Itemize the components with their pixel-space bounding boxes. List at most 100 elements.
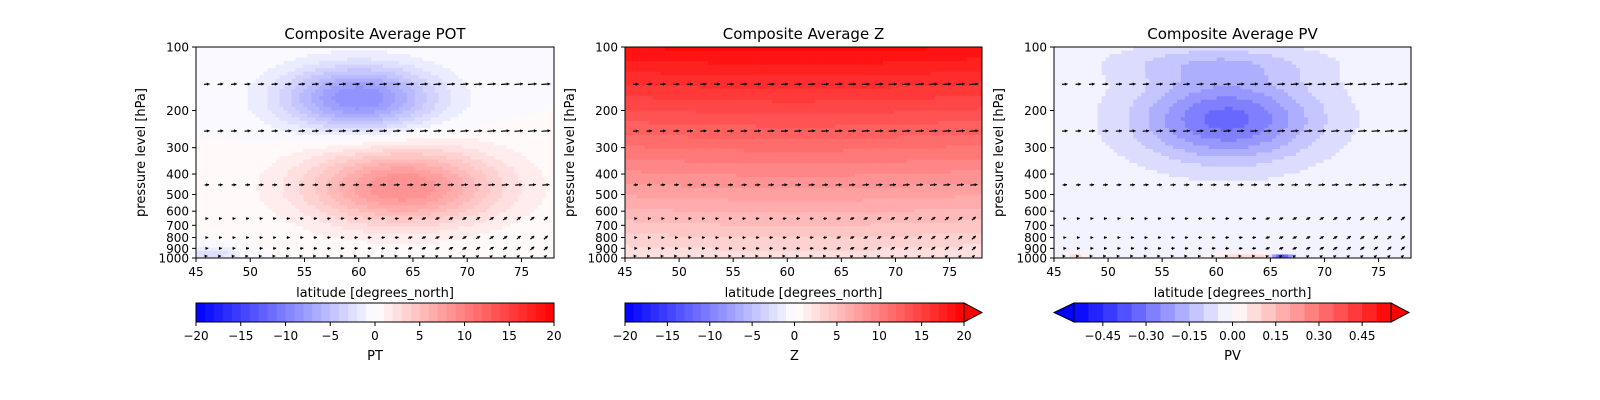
panel-1-xtick-label: 45 — [188, 265, 203, 279]
panel-1-cbar-tick-label: −15 — [228, 329, 253, 343]
panel-3-xtick-label: 70 — [1317, 265, 1332, 279]
panel-2-colorbar-label: Z — [790, 349, 799, 364]
panel-2-xtick-label: 50 — [671, 265, 686, 279]
panel-2-title: Composite Average Z — [723, 25, 884, 43]
panel-1-cbar-tick-label: −10 — [273, 329, 298, 343]
panel-1-cbar-tick-label: 10 — [457, 329, 472, 343]
panel-2-ytick-label: 400 — [595, 168, 618, 182]
panel-2-xtick-label: 70 — [888, 265, 903, 279]
panel-3-cbar-tick-label: 0.00 — [1219, 329, 1246, 343]
colorbar-extend-max — [1390, 302, 1411, 323]
panel-1-ytick-label: 200 — [166, 104, 189, 118]
panel-2-cbar-tick-label: 20 — [956, 329, 971, 343]
panel-2-cbar-tick-label: 15 — [914, 329, 929, 343]
colorbar-extend-min — [1052, 302, 1075, 323]
panel-2-cbar-tick-label: −20 — [612, 329, 637, 343]
panel-3-xtick-label: 45 — [1046, 265, 1061, 279]
panel-2-xtick-label: 65 — [834, 265, 849, 279]
panel-3-frame — [1053, 46, 1412, 259]
panel-2-colorbar: −20 −15 −10 −5 0 5 10 15 20 Z — [612, 302, 984, 364]
panel-2-ytick-label: 700 — [595, 219, 618, 233]
panel-3-xtick-label: 50 — [1100, 265, 1115, 279]
panel-1-ytick-label: 800 — [166, 231, 189, 245]
colorbar-extend-max — [963, 302, 984, 323]
panel-3-ytick-label: 800 — [1024, 231, 1047, 245]
panel-1-xtick-label: 55 — [297, 265, 312, 279]
panel-3-cbar-tick-label: −0.15 — [1171, 329, 1208, 343]
panel-1-cbar-tick-label: 0 — [371, 329, 379, 343]
panel-1-ytick-label: 1000 — [158, 252, 189, 266]
panel-3-ylabel: pressure level [hPa] — [992, 88, 1007, 217]
panel-1-ytick-label: 700 — [166, 219, 189, 233]
panel-3-xtick-label: 55 — [1155, 265, 1170, 279]
panel-3-field — [1054, 47, 1411, 258]
panel-3-ytick-label: 100 — [1024, 41, 1047, 55]
panel-1-xtick-label: 65 — [405, 265, 420, 279]
panel-3-colorbar-label: PV — [1224, 349, 1241, 364]
panel-2-xtick-label: 75 — [942, 265, 957, 279]
panel-1-cbar-tick-label: −20 — [183, 329, 208, 343]
panel-1-ytick-label: 300 — [166, 141, 189, 155]
panel-1-ytick-label: 600 — [166, 205, 189, 219]
panel-3-cbar-tick-label: 0.45 — [1349, 329, 1376, 343]
panel-3-ytick-label: 300 — [1024, 141, 1047, 155]
panel-2-ytick-label: 100 — [595, 41, 618, 55]
panel-3-cbar-tick-label: 0.15 — [1262, 329, 1289, 343]
panel-2-cbar-tick-label: −10 — [697, 329, 722, 343]
panel-1-ytick-label: 400 — [166, 168, 189, 182]
panel-2-ylabel: pressure level [hPa] — [563, 88, 578, 217]
panel-3-ytick-label: 400 — [1024, 168, 1047, 182]
panel-2-ytick-label: 600 — [595, 205, 618, 219]
panel-3-cbar-tick-label: −0.45 — [1084, 329, 1121, 343]
panel-3-ytick-label: 500 — [1024, 188, 1047, 202]
panel-1-xlabel: latitude [degrees_north] — [296, 286, 454, 301]
panel-2-ytick-label: 800 — [595, 231, 618, 245]
panel-1-xtick-label: 75 — [514, 265, 529, 279]
panel-3-ytick-label: 900 — [1024, 242, 1047, 256]
panel-1-cbar-tick-label: −5 — [321, 329, 339, 343]
panel-3-title: Composite Average PV — [1147, 25, 1318, 43]
panel-1-xtick-label: 60 — [351, 265, 366, 279]
panel-3: Composite Average PV 45 50 55 60 65 70 75 latitu… — [992, 25, 1412, 364]
panel-3-quiver — [1062, 82, 1408, 258]
panel-3-ytick-label: 700 — [1024, 219, 1047, 233]
panel-2-xtick-label: 55 — [726, 265, 741, 279]
panel-1-cbar-tick-label: 15 — [502, 329, 517, 343]
panel-3-xtick-label: 75 — [1371, 265, 1386, 279]
panel-1-xtick-label: 50 — [243, 265, 258, 279]
panel-2-xtick-label: 45 — [617, 265, 632, 279]
panel-1-colorbar-label: PT — [367, 349, 383, 364]
panel-2-cbar-tick-label: 0 — [791, 329, 799, 343]
panel-3-cbar-tick-label: 0.30 — [1306, 329, 1333, 343]
panel-2-ytick-label: 300 — [595, 141, 618, 155]
panel-1-frame — [195, 46, 555, 259]
panel-2-ytick-label: 200 — [595, 104, 618, 118]
panel-2-cbar-tick-label: −5 — [743, 329, 761, 343]
panel-3-xlabel: latitude [degrees_north] — [1154, 286, 1312, 301]
panel-1-cbar-tick-label: 20 — [546, 329, 561, 343]
panel-1-ylabel: pressure level [hPa] — [134, 88, 149, 217]
panel-2: Composite Average Z45 50 55 60 65 70 75latitud… — [563, 25, 984, 364]
panel-3-xtick-label: 60 — [1209, 265, 1224, 279]
panel-1-quiver — [204, 82, 551, 258]
panel-3-cbar-tick-label: −0.30 — [1128, 329, 1165, 343]
panel-1-ytick-label: 100 — [166, 41, 189, 55]
panel-2-field — [625, 47, 982, 258]
panel-1-ytick-label: 900 — [166, 242, 189, 256]
panel-2-ytick-label: 500 — [595, 188, 618, 202]
panel-3-ytick-label: 1000 — [1016, 252, 1047, 266]
panel-2-xlabel: latitude [degrees_north] — [725, 286, 883, 301]
panel-3-xtick-label: 65 — [1263, 265, 1278, 279]
panel-3-ytick-label: 200 — [1024, 104, 1047, 118]
panel-1-cbar-tick-label: 5 — [416, 329, 424, 343]
panel-1-colorbar: −20 −15 −10 −5 0 5 10 15 20 PT — [183, 302, 562, 364]
panel-1-title: Composite Average POT — [284, 25, 466, 43]
panel-1-xtick-label: 70 — [460, 265, 475, 279]
panel-2-cbar-tick-label: −15 — [655, 329, 680, 343]
panel-3-ytick-label: 600 — [1024, 205, 1047, 219]
panel-2-ytick-label: 900 — [595, 242, 618, 256]
panel-2-ytick-label: 1000 — [587, 252, 618, 266]
panel-1-ytick-label: 500 — [166, 188, 189, 202]
